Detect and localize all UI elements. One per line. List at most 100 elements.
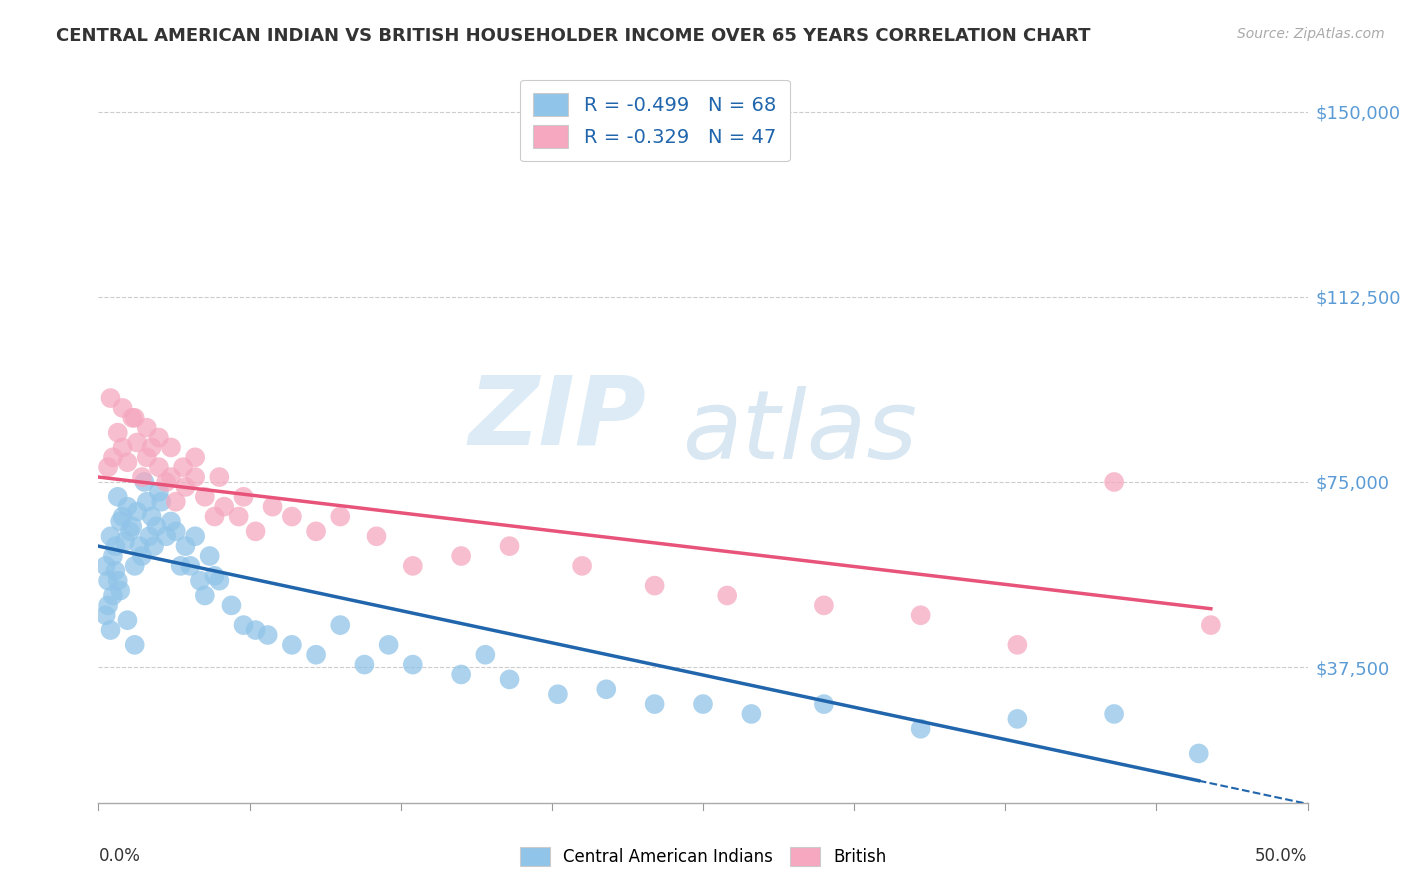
Point xyxy=(194,589,217,603)
Point xyxy=(108,515,131,529)
Point xyxy=(1199,618,1222,632)
Point xyxy=(232,618,254,632)
Point xyxy=(100,529,122,543)
Text: atlas: atlas xyxy=(682,386,917,479)
Point xyxy=(107,425,129,440)
Point xyxy=(910,608,932,623)
Point xyxy=(644,697,666,711)
Point xyxy=(141,509,163,524)
Point xyxy=(111,509,134,524)
Point xyxy=(155,475,177,489)
Point xyxy=(1007,638,1029,652)
Point xyxy=(111,401,134,415)
Point xyxy=(97,574,120,588)
Point xyxy=(145,519,167,533)
Point xyxy=(1188,747,1211,761)
Point xyxy=(245,524,267,539)
Point xyxy=(172,460,194,475)
Text: 50.0%: 50.0% xyxy=(1256,847,1308,865)
Point xyxy=(107,574,129,588)
Point xyxy=(179,558,201,573)
Point xyxy=(94,608,117,623)
Point xyxy=(100,623,122,637)
Text: CENTRAL AMERICAN INDIAN VS BRITISH HOUSEHOLDER INCOME OVER 65 YEARS CORRELATION : CENTRAL AMERICAN INDIAN VS BRITISH HOUSE… xyxy=(56,27,1091,45)
Point xyxy=(124,410,146,425)
Point xyxy=(107,490,129,504)
Point xyxy=(160,441,183,455)
Point xyxy=(910,722,932,736)
Point xyxy=(208,470,231,484)
Point xyxy=(813,599,835,613)
Point xyxy=(498,673,520,687)
Point xyxy=(150,494,173,508)
Point xyxy=(305,648,328,662)
Point xyxy=(194,490,217,504)
Point xyxy=(101,589,124,603)
Point xyxy=(716,589,738,603)
Point xyxy=(256,628,278,642)
Point xyxy=(104,564,127,578)
Point xyxy=(329,509,352,524)
Point xyxy=(450,667,472,681)
Point xyxy=(141,441,163,455)
Point xyxy=(402,558,425,573)
Point xyxy=(114,534,136,549)
Point xyxy=(111,441,134,455)
Point xyxy=(121,410,143,425)
Text: ZIP: ZIP xyxy=(470,371,647,465)
Point xyxy=(474,648,496,662)
Point xyxy=(595,682,617,697)
Point xyxy=(184,529,207,543)
Text: 0.0%: 0.0% xyxy=(98,847,141,865)
Point xyxy=(148,484,170,499)
Point xyxy=(221,599,243,613)
Point xyxy=(127,505,149,519)
Point xyxy=(174,539,197,553)
Point xyxy=(402,657,425,672)
Point xyxy=(135,450,157,465)
Point xyxy=(124,638,146,652)
Point xyxy=(117,613,139,627)
Point xyxy=(128,539,150,553)
Point xyxy=(1007,712,1029,726)
Point xyxy=(127,435,149,450)
Point xyxy=(97,460,120,475)
Point xyxy=(740,706,762,721)
Point xyxy=(1102,706,1125,721)
Point xyxy=(160,515,183,529)
Point xyxy=(160,470,183,484)
Legend: R = -0.499   N = 68, R = -0.329   N = 47: R = -0.499 N = 68, R = -0.329 N = 47 xyxy=(520,79,790,161)
Point xyxy=(165,524,187,539)
Point xyxy=(117,455,139,469)
Point xyxy=(165,494,187,508)
Point xyxy=(131,549,153,563)
Point xyxy=(174,480,197,494)
Point xyxy=(169,558,191,573)
Point xyxy=(1102,475,1125,489)
Point xyxy=(232,490,254,504)
Point xyxy=(117,500,139,514)
Point xyxy=(692,697,714,711)
Point xyxy=(813,697,835,711)
Point xyxy=(498,539,520,553)
Point xyxy=(184,470,207,484)
Point xyxy=(281,638,304,652)
Point xyxy=(134,475,156,489)
Point xyxy=(104,539,127,553)
Point xyxy=(143,539,166,553)
Point xyxy=(94,558,117,573)
Point xyxy=(188,574,211,588)
Point xyxy=(305,524,328,539)
Point xyxy=(450,549,472,563)
Point xyxy=(208,574,231,588)
Point xyxy=(101,450,124,465)
Text: Source: ZipAtlas.com: Source: ZipAtlas.com xyxy=(1237,27,1385,41)
Point xyxy=(121,519,143,533)
Point xyxy=(100,391,122,405)
Point xyxy=(135,420,157,434)
Point xyxy=(155,529,177,543)
Point xyxy=(124,558,146,573)
Point xyxy=(366,529,388,543)
Point xyxy=(148,460,170,475)
Point xyxy=(228,509,250,524)
